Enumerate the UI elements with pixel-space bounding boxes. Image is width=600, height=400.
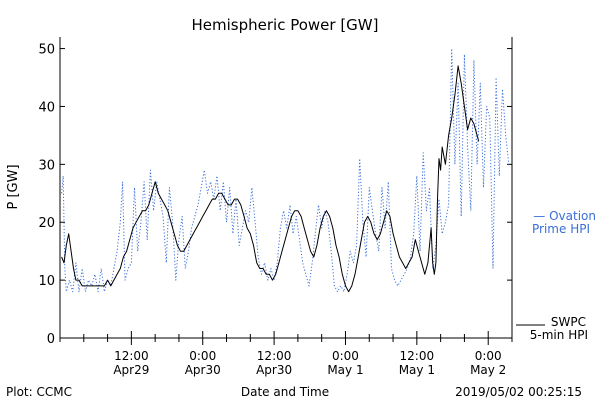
plot-credit: Plot: CCMC xyxy=(6,385,72,399)
legend-swpc-line1: SWPC xyxy=(551,315,586,329)
plot-timestamp: 2019/05/02 00:25:15 xyxy=(455,385,582,399)
x-tick-label-time: 0:00 xyxy=(189,349,216,363)
y-ticks: 0 10 20 30 40 50 xyxy=(38,43,512,347)
y-tick-label: 10 xyxy=(38,274,55,289)
x-tick-label-time: 12:00 xyxy=(114,349,149,363)
x-tick-label-date: May 2 xyxy=(470,363,506,377)
y-tick-label: 40 xyxy=(38,100,55,115)
chart-title: Hemispheric Power [GW] xyxy=(192,16,379,34)
x-tick-label-date: Apr30 xyxy=(256,363,292,377)
x-tick-label-date: May 1 xyxy=(327,363,363,377)
legend-swpc-line2: 5-min HPI xyxy=(530,328,588,342)
x-tick-label-time: 12:00 xyxy=(400,349,435,363)
y-tick-label: 0 xyxy=(47,332,55,347)
legend-ovation-line2: Prime HPI xyxy=(532,222,590,236)
legend-swpc: SWPC 5-min HPI xyxy=(516,315,588,342)
x-tick-label-date: May 1 xyxy=(399,363,435,377)
x-tick-label-time: 0:00 xyxy=(475,349,502,363)
x-axis-label: Date and Time xyxy=(241,385,329,399)
y-axis-label: P [GW] xyxy=(6,164,21,209)
y-tick-label: 50 xyxy=(38,43,55,58)
legend-ovation: — Ovation Prime HPI xyxy=(532,209,596,236)
x-tick-label-date: Apr30 xyxy=(185,363,221,377)
x-tick-label-time: 12:00 xyxy=(257,349,292,363)
y-tick-label: 20 xyxy=(38,216,55,231)
series-swpc-line xyxy=(61,65,480,293)
series-layer xyxy=(61,48,510,293)
y-tick-label: 30 xyxy=(38,158,55,173)
series-ovation-prime-line xyxy=(61,48,510,293)
legend-ovation-line1: — Ovation xyxy=(533,209,596,223)
x-tick-label-time: 0:00 xyxy=(332,349,359,363)
x-tick-label-date: Apr29 xyxy=(113,363,149,377)
plot-frame xyxy=(59,37,513,339)
